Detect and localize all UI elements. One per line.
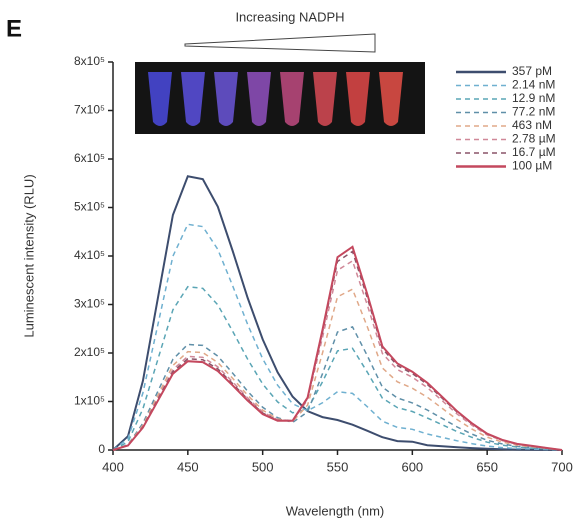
y-tick-label: 3x10⁵ bbox=[74, 297, 105, 311]
x-tick-label: 450 bbox=[177, 459, 199, 474]
y-tick-label: 6x10⁵ bbox=[74, 151, 105, 165]
panel-label: E bbox=[6, 15, 22, 42]
y-tick-label: 4x10⁵ bbox=[74, 248, 105, 262]
series-line bbox=[112, 245, 563, 451]
legend-label: 463 nM bbox=[512, 118, 552, 132]
tube bbox=[346, 72, 370, 126]
legend-label: 2.78 µM bbox=[512, 132, 556, 146]
tube bbox=[214, 72, 238, 126]
y-tick-label: 0 bbox=[98, 442, 105, 456]
annotation: Increasing NADPH bbox=[235, 9, 344, 24]
legend-label: 12.9 nM bbox=[512, 91, 555, 105]
tube bbox=[280, 72, 304, 126]
series-line bbox=[112, 288, 563, 451]
legend-label: 100 µM bbox=[512, 159, 552, 173]
x-tick-label: 500 bbox=[252, 459, 274, 474]
x-tick-label: 600 bbox=[401, 459, 423, 474]
y-tick-label: 1x10⁵ bbox=[74, 394, 105, 408]
series-line bbox=[112, 259, 563, 451]
tube bbox=[181, 72, 205, 126]
x-tick-label: 400 bbox=[102, 459, 124, 474]
y-axis-label: Luminescent intensity (RLU) bbox=[21, 174, 36, 337]
x-tick-label: 550 bbox=[327, 459, 349, 474]
tube bbox=[379, 72, 403, 126]
y-tick-label: 5x10⁵ bbox=[74, 200, 105, 214]
series-line bbox=[112, 285, 563, 451]
series-line bbox=[112, 325, 563, 451]
legend-label: 77.2 nM bbox=[512, 105, 555, 119]
y-tick-label: 2x10⁵ bbox=[74, 345, 105, 359]
tube bbox=[148, 72, 172, 126]
x-tick-label: 700 bbox=[551, 459, 573, 474]
x-tick-label: 650 bbox=[476, 459, 498, 474]
legend-label: 16.7 µM bbox=[512, 145, 556, 159]
inset-photo bbox=[135, 62, 425, 134]
y-tick-label: 8x10⁵ bbox=[74, 54, 105, 68]
tube bbox=[247, 72, 271, 126]
y-tick-label: 7x10⁵ bbox=[74, 103, 105, 117]
legend-label: 2.14 nM bbox=[512, 78, 555, 92]
legend-label: 357 pM bbox=[512, 64, 552, 78]
tube bbox=[313, 72, 337, 126]
series-line bbox=[112, 175, 563, 451]
x-axis-label: Wavelength (nm) bbox=[286, 503, 385, 518]
gradient-wedge bbox=[184, 33, 376, 53]
